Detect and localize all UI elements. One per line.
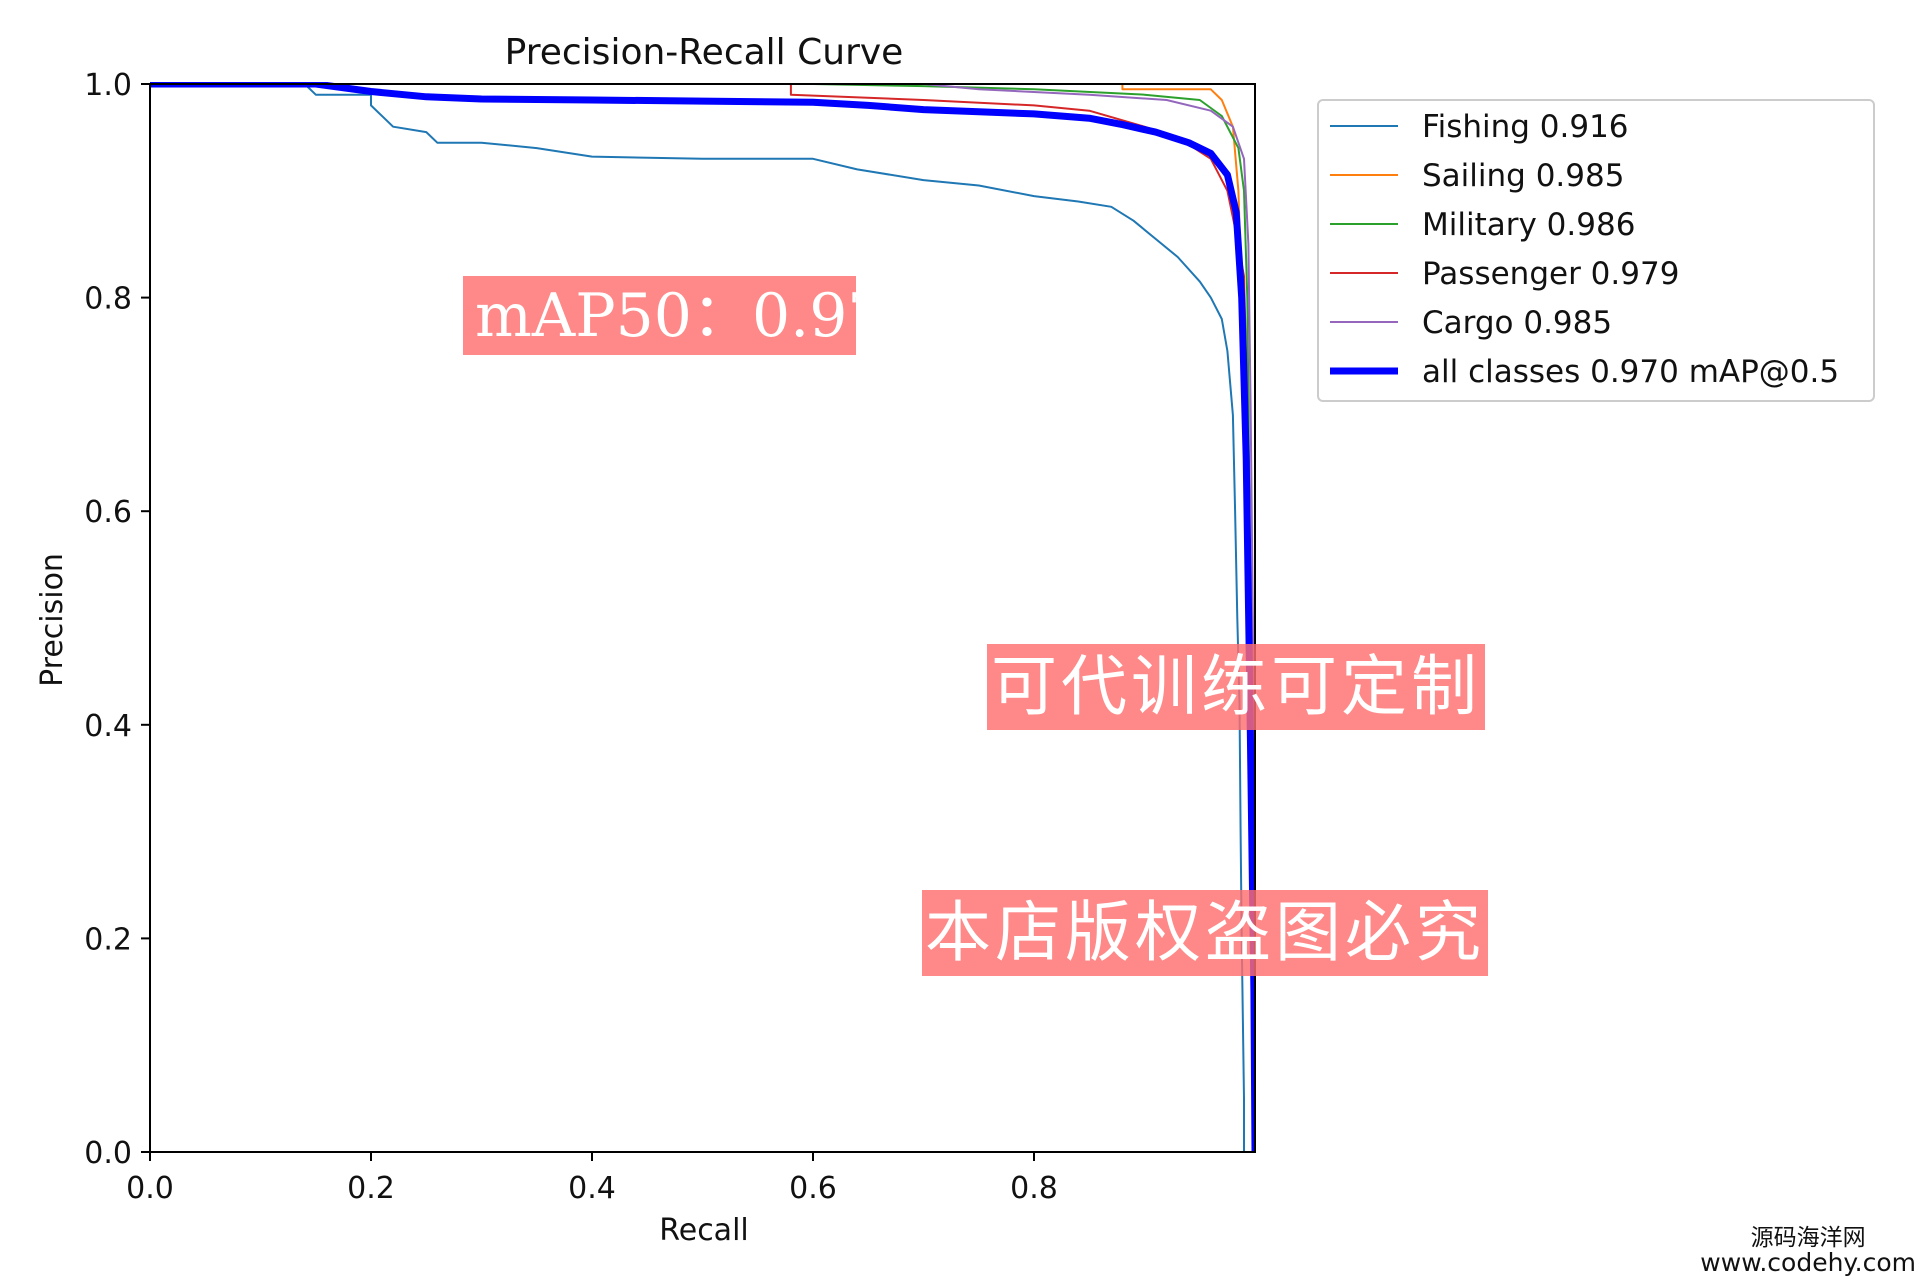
map50-watermark: mAP50：0.97 <box>463 276 886 355</box>
legend: Fishing 0.916 Sailing 0.985 Military 0.986… <box>1317 99 1875 402</box>
legend-box <box>1317 99 1875 402</box>
y-axis-title: Precision <box>35 553 70 687</box>
series-line-5 <box>150 82 1255 1151</box>
series-line-1 <box>150 83 1255 1151</box>
x-tick-label: 0.8 <box>1010 1171 1058 1206</box>
site-name: 源码海洋网 <box>1750 1225 1866 1251</box>
y-tick-label: 0.6 <box>84 495 132 530</box>
legend-label: Passenger 0.979 <box>1422 256 1679 292</box>
copyright-watermark: 本店版权盗图必究 <box>922 890 1488 976</box>
series-line-4 <box>150 83 1255 1151</box>
chart-title: Precision-Recall Curve <box>505 32 904 73</box>
x-tick-label: 0.2 <box>347 1171 395 1206</box>
legend-label: Military 0.986 <box>1422 207 1635 243</box>
legend-label: all classes 0.970 mAP@0.5 <box>1422 354 1839 390</box>
plot-frame <box>149 83 1256 1153</box>
y-tick-label: 0.2 <box>84 922 132 957</box>
site-url: www.codehy.com <box>1700 1248 1916 1278</box>
x-tick-label: 0.4 <box>568 1171 616 1206</box>
y-tick-label: 0.0 <box>84 1136 132 1171</box>
y-axis: 0.0 0.2 0.4 0.6 0.8 1.0 <box>84 68 150 1171</box>
legend-label: Sailing 0.985 <box>1422 158 1624 194</box>
y-tick-label: 1.0 <box>84 68 132 103</box>
x-axis-title: Recall <box>659 1213 749 1248</box>
series-line-3 <box>150 83 1255 1151</box>
x-tick-label: 0.6 <box>789 1171 837 1206</box>
x-tick-label: 0.0 <box>126 1171 174 1206</box>
training-watermark: 可代训练可定制 <box>987 644 1485 730</box>
y-tick-label: 0.4 <box>84 709 132 744</box>
y-tick-label: 0.8 <box>84 282 132 317</box>
series-line-0 <box>150 83 1245 1151</box>
legend-label: Cargo 0.985 <box>1422 305 1612 341</box>
site-credit: 源码海洋网 www.codehy.com <box>1700 1226 1916 1276</box>
legend-label: Fishing 0.916 <box>1422 109 1629 145</box>
x-axis: 0.0 0.2 0.4 0.6 0.8 <box>126 1152 1058 1206</box>
series-line-2 <box>150 83 1255 1151</box>
